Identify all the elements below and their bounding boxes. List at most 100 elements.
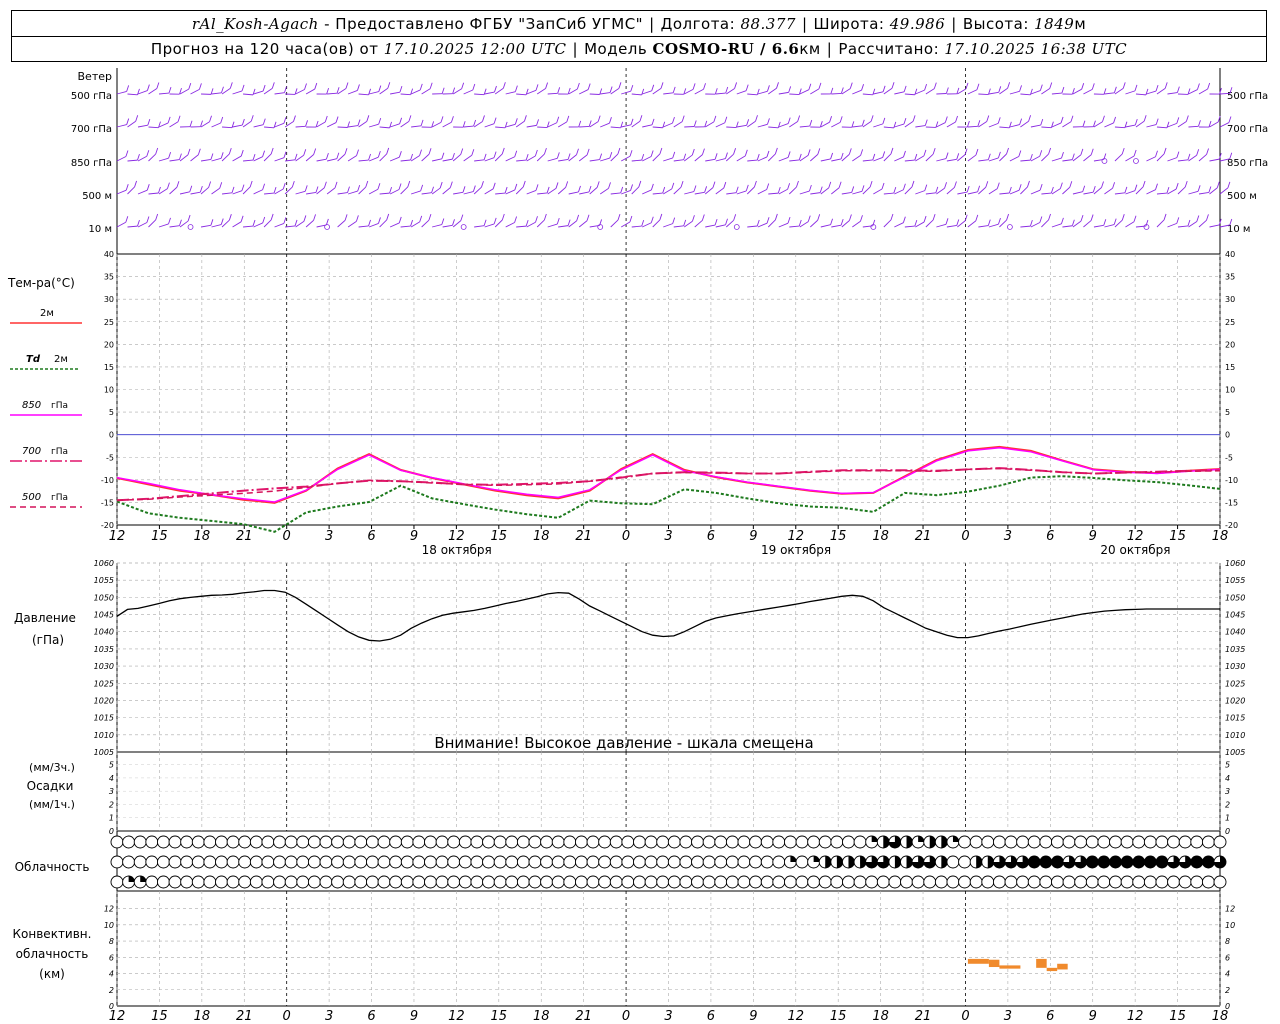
cloud-cover-marker xyxy=(1074,875,1088,889)
wind-barb xyxy=(936,122,946,128)
wind-barb xyxy=(621,155,631,162)
wind-barb-feather xyxy=(662,186,666,194)
wind-barb-feather xyxy=(629,215,633,223)
wind-barb xyxy=(400,93,411,96)
cloud-cover-marker xyxy=(1143,875,1157,889)
cloud-cover-marker xyxy=(958,855,972,869)
cloud-cover-marker xyxy=(1155,835,1169,849)
wind-barb-feather xyxy=(861,84,865,91)
conv-ytick-left: 12 xyxy=(104,905,114,914)
wind-barb xyxy=(326,158,337,162)
wind-barb-feather xyxy=(262,84,266,92)
wind-barb xyxy=(1177,225,1188,228)
wind-barb-feather xyxy=(314,82,318,90)
wind-barb xyxy=(243,93,254,96)
conv-ytick-left: 4 xyxy=(109,970,114,979)
cloud-cover-fill xyxy=(883,836,890,848)
wind-barb xyxy=(1135,186,1144,195)
cloud-cover-marker xyxy=(795,855,809,869)
wind-barb-feather xyxy=(357,119,361,126)
wind-barb-feather xyxy=(188,83,192,90)
wind-barb-feather xyxy=(567,87,571,95)
wind-barb-feather xyxy=(1176,86,1180,93)
temp-ytick-right: 10 xyxy=(1225,386,1235,395)
wind-barb-feather xyxy=(819,121,823,128)
wind-barb-feather xyxy=(860,149,864,156)
conv-ytick-left: 2 xyxy=(109,986,114,995)
wind-barb xyxy=(778,157,789,162)
legend-700-label: 700 xyxy=(22,446,41,457)
wind-barb-feather xyxy=(587,83,591,90)
wind-barb-feather xyxy=(620,121,624,128)
wind-barb xyxy=(747,159,758,162)
wind-barb-feather xyxy=(1080,148,1084,156)
cloud-cover-fill xyxy=(1051,856,1064,868)
wind-barb-feather xyxy=(535,216,538,223)
cloud-cover-marker xyxy=(528,875,542,889)
wind-barb-feather xyxy=(1006,213,1010,221)
wind-barb-feather xyxy=(231,121,235,128)
wind-barb xyxy=(421,219,430,228)
wind-barb xyxy=(179,220,189,228)
cloud-cover-marker xyxy=(493,875,507,889)
temp-ytick-right: -20 xyxy=(1225,521,1238,530)
wind-barb xyxy=(642,90,652,95)
wind-barb-feather xyxy=(890,147,894,155)
wind-barb-feather xyxy=(407,180,411,188)
wind-barb-feather xyxy=(525,219,529,227)
wind-barb-feather xyxy=(525,88,529,95)
cloud-cover-marker xyxy=(865,875,879,889)
wind-barb-feather xyxy=(1155,118,1159,125)
wind-barb-feather xyxy=(167,116,171,124)
wind-barb xyxy=(274,188,284,195)
cloud-cover-fill xyxy=(929,836,936,849)
wind-barb xyxy=(715,187,725,195)
wind-barb xyxy=(242,120,252,128)
cloud-cover-marker xyxy=(365,835,379,849)
wind-barb-feather xyxy=(324,115,328,123)
wind-barb xyxy=(873,188,883,195)
cloud-cover-marker xyxy=(691,855,704,869)
cloud-cover-marker xyxy=(667,855,681,869)
wind-barb-feather xyxy=(976,83,980,90)
wind-barb xyxy=(1062,121,1072,128)
wind-barb-feather xyxy=(1071,153,1075,160)
wind-barb xyxy=(631,93,642,96)
wind-barb-feather xyxy=(704,186,708,193)
wind-barb xyxy=(537,192,548,195)
cloud-cover-marker xyxy=(563,835,577,849)
wind-barb xyxy=(673,225,684,228)
wind-barb xyxy=(494,219,503,228)
wind-barb xyxy=(221,88,231,95)
wind-barb xyxy=(242,186,251,195)
cloud-cover-marker xyxy=(354,835,368,849)
wind-barb-feather xyxy=(1039,150,1043,157)
cloud-cover-marker xyxy=(679,875,693,889)
wind-barb-feather xyxy=(660,82,664,89)
wind-barb-feather xyxy=(168,217,171,225)
wind-barb xyxy=(179,154,189,162)
wind-barb-feather xyxy=(387,82,391,89)
wind-barb xyxy=(1198,88,1208,95)
wind-barb-feather xyxy=(1176,217,1180,224)
wind-barb xyxy=(1167,157,1178,162)
wind-barb xyxy=(915,89,925,95)
wind-barb-feather xyxy=(179,88,182,95)
wind-barb-feather xyxy=(252,153,256,161)
wind-barb xyxy=(379,87,389,95)
cloud-cover-marker xyxy=(574,855,588,869)
conv-ytick-right: 10 xyxy=(1225,921,1235,930)
cloud-cover-marker xyxy=(319,855,333,869)
day-label: 19 октября xyxy=(761,543,831,557)
wind-barb xyxy=(673,186,682,195)
cloud-cover-marker xyxy=(621,855,635,869)
wind-barb xyxy=(200,159,211,162)
wind-barb xyxy=(1083,191,1094,195)
cloud-cover-fill xyxy=(825,856,832,868)
wind-barb-feather xyxy=(735,121,739,128)
cloud-cover-marker xyxy=(482,875,495,889)
wind-barb-feather xyxy=(241,84,245,92)
wind-barb-feather xyxy=(325,218,329,226)
pressure-ytick-left: 1010 xyxy=(94,731,114,740)
cloud-cover-marker xyxy=(1062,835,1076,849)
